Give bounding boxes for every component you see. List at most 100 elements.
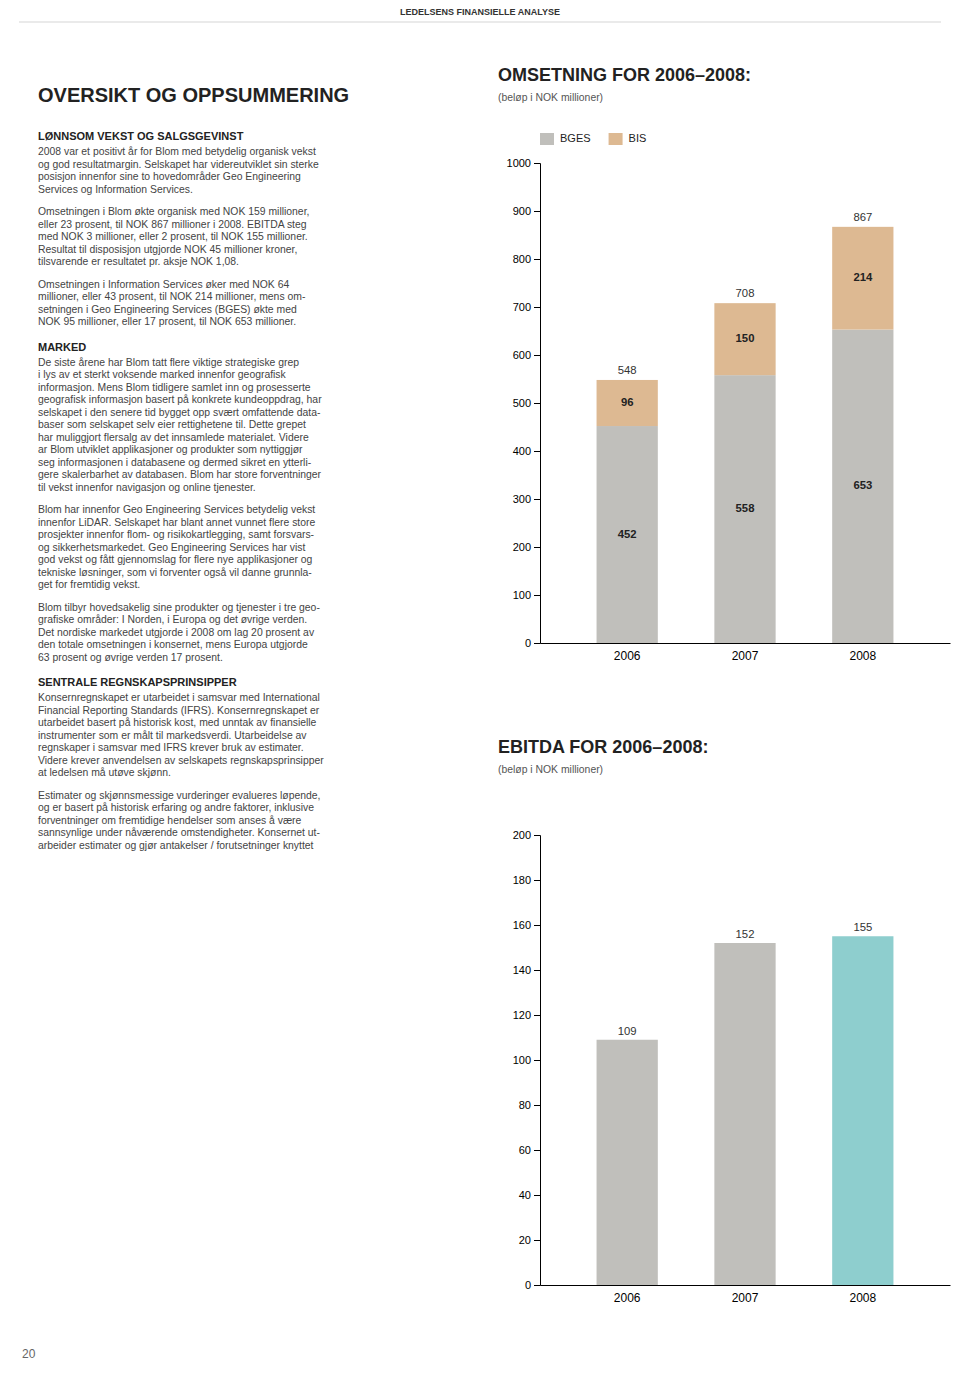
body-line: grafiske områder: I Norden, i Europa og …	[38, 614, 307, 625]
tick: 100	[513, 589, 540, 601]
bar	[832, 227, 893, 330]
body-line: Konsernregnskapet er utarbeidet i samsva…	[38, 692, 320, 703]
body-line: forventninger om fremtidige hendelser so…	[38, 815, 302, 826]
tick-label: 80	[519, 1099, 531, 1111]
tick-label: 200	[513, 541, 531, 553]
tick-label: 700	[513, 301, 531, 313]
tick: 120	[513, 1009, 540, 1021]
tick-mark	[534, 163, 540, 164]
body-line: prosjekter innenfor flom- og risikokartl…	[38, 529, 314, 540]
body-line: at ledelsen må utøve skjønn.	[38, 767, 171, 778]
body-line: har muliggjort flersalg av det innsamled…	[38, 432, 309, 443]
tick-mark	[534, 451, 540, 452]
tick: 140	[513, 964, 540, 976]
bar	[597, 1040, 658, 1285]
body-line: utarbeidet basert på historisk kost, med…	[38, 717, 317, 728]
tick: 200	[513, 829, 540, 841]
x-axis: 2006 2007 2008	[541, 1285, 951, 1305]
data-label: 109	[618, 1025, 637, 1037]
tick: 800	[513, 253, 540, 265]
bar	[597, 426, 658, 643]
tick-label: 0	[525, 637, 531, 649]
body-line: Resultat til disposisjon utgjorde NOK 45…	[38, 244, 297, 255]
tick: 0	[525, 637, 540, 649]
body-line: den totale omsetningen i konsernet, mens…	[38, 639, 308, 650]
tick-mark	[534, 880, 540, 881]
body-line: god vekst og fått gjennomslag for flere …	[38, 554, 313, 565]
page-title: OVERSIKT OG OPPSUMMERING	[38, 84, 349, 106]
body-line: geografisk informasjon basert på konkret…	[38, 394, 322, 405]
body-line: til vekst innenfor navigasjon og online …	[38, 482, 256, 493]
body-line: Omsetningen i Blom økte organisk med NOK…	[38, 206, 309, 217]
body-line: Det nordiske markedet utgjorde i 2008 om…	[38, 627, 315, 638]
tick: 1000	[507, 157, 540, 169]
tick-label: 300	[513, 493, 531, 505]
data-label: 452	[618, 528, 637, 540]
section-title: SENTRALE REGNSKAPSPRINSIPPER	[38, 676, 237, 688]
body-line: og er basert på historisk erfaring og an…	[38, 802, 314, 813]
bar	[714, 943, 775, 1285]
tick: 2007	[732, 643, 759, 663]
body-line: get for fremtidig vekst.	[38, 579, 140, 590]
body-line: arbeider estimater og gjør antakelser / …	[38, 840, 314, 851]
tick-label: 2006	[614, 649, 641, 663]
tick: 160	[513, 919, 540, 931]
tick-mark	[534, 1240, 540, 1241]
data-labels: 45255865396150214548708867	[618, 211, 873, 540]
tick-label: 2007	[732, 649, 759, 663]
tick: 600	[513, 349, 540, 361]
tick: 900	[513, 205, 540, 217]
total-label: 708	[736, 287, 755, 299]
tick: 100	[513, 1054, 540, 1066]
total-label: 867	[853, 211, 872, 223]
tick: 180	[513, 874, 540, 886]
chart-subtitle: (beløp i NOK millioner)	[498, 92, 603, 103]
body-line: tilsvarende er resultatet pr. aksje NOK …	[38, 256, 239, 267]
bar	[714, 303, 775, 375]
tick-label: 800	[513, 253, 531, 265]
tick: 60	[519, 1144, 540, 1156]
tick-label: 20	[519, 1234, 531, 1246]
tick-label: 500	[513, 397, 531, 409]
tick-label: 2007	[732, 1291, 759, 1305]
legend: BGESBIS	[540, 132, 646, 145]
tick-mark	[534, 925, 540, 926]
tick: 200	[513, 541, 540, 553]
tick: 500	[513, 397, 540, 409]
tick: 700	[513, 301, 540, 313]
page: LEDELSENS FINANSIELLE ANALYSEOVERSIKT OG…	[0, 0, 960, 1396]
body-line: 63 prosent og øvrige verden 17 prosent.	[38, 652, 223, 663]
tick-label: 100	[513, 1054, 531, 1066]
body-line: eller 23 prosent, til NOK 867 millioner …	[38, 219, 307, 230]
body-line: NOK 95 millioner, eller 17 prosent, til …	[38, 316, 296, 327]
body-line: Videre krever anvendelsen av selskapets …	[38, 755, 324, 766]
body-line: posisjon innenfor sine to hovedområder G…	[38, 171, 301, 182]
body-line: millioner, eller 43 prosent, til NOK 214…	[38, 291, 305, 302]
body-line: baser som selskapet selv eier rettighete…	[38, 419, 306, 430]
tick-mark	[534, 1015, 540, 1016]
tick-mark	[534, 547, 540, 548]
tick: 2006	[614, 1285, 641, 1305]
text-column: LEDELSENS FINANSIELLE ANALYSEOVERSIKT OG…	[19, 7, 941, 1361]
body-line: innenfor LiDAR. Selskapet har blant anne…	[38, 517, 315, 528]
tick-mark	[534, 1150, 540, 1151]
tick-label: 2008	[849, 1291, 876, 1305]
tick-label: 2006	[614, 1291, 641, 1305]
header-rule	[19, 22, 941, 23]
tick-mark	[534, 643, 540, 644]
chart: EBITDA FOR 2006–2008:(beløp i NOK millio…	[498, 737, 951, 1305]
data-labels: 109152155	[618, 921, 872, 1037]
body-line: informasjon. Mens Blom tidligere samlet …	[38, 382, 311, 393]
data-label: 558	[736, 502, 755, 514]
bar	[597, 380, 658, 426]
axis-line	[534, 164, 541, 644]
tick-label: 2008	[849, 649, 876, 663]
legend-item: BIS	[609, 132, 647, 145]
legend-swatch	[540, 133, 554, 145]
tick-label: 600	[513, 349, 531, 361]
tick-mark	[534, 595, 540, 596]
page-number: 20	[22, 1347, 36, 1361]
tick-label: 60	[519, 1144, 531, 1156]
data-label: 155	[853, 921, 872, 933]
chart-title: OMSETNING FOR 2006–2008:	[498, 65, 751, 85]
